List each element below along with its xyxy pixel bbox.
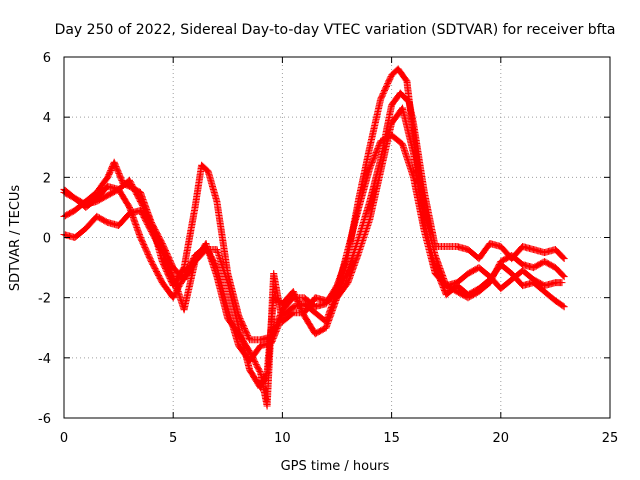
x-tick-label: 25 — [602, 431, 619, 446]
x-tick-label: 0 — [60, 431, 68, 446]
y-tick-label: 6 — [43, 51, 51, 66]
x-tick-label: 15 — [383, 431, 400, 446]
y-tick-label: -2 — [38, 292, 51, 307]
x-tick-label: 20 — [493, 431, 510, 446]
y-axis-label: SDTVAR / TECUs — [8, 185, 23, 292]
data-points — [60, 65, 568, 410]
y-tick-label: 0 — [43, 232, 51, 247]
y-tick-label: 2 — [43, 171, 51, 186]
y-tick-label: 4 — [43, 111, 51, 126]
tick-labels: 0 5 10 15 20 25 -6 -4 -2 0 2 4 6 — [38, 51, 618, 446]
chart-title: Day 250 of 2022, Sidereal Day-to-day VTE… — [55, 22, 616, 38]
y-tick-label: -6 — [38, 412, 51, 427]
y-tick-label: -4 — [38, 352, 51, 367]
x-axis-label: GPS time / hours — [281, 459, 390, 474]
x-tick-label: 10 — [274, 431, 291, 446]
axis-ticks — [63, 56, 611, 419]
x-tick-label: 5 — [169, 431, 177, 446]
